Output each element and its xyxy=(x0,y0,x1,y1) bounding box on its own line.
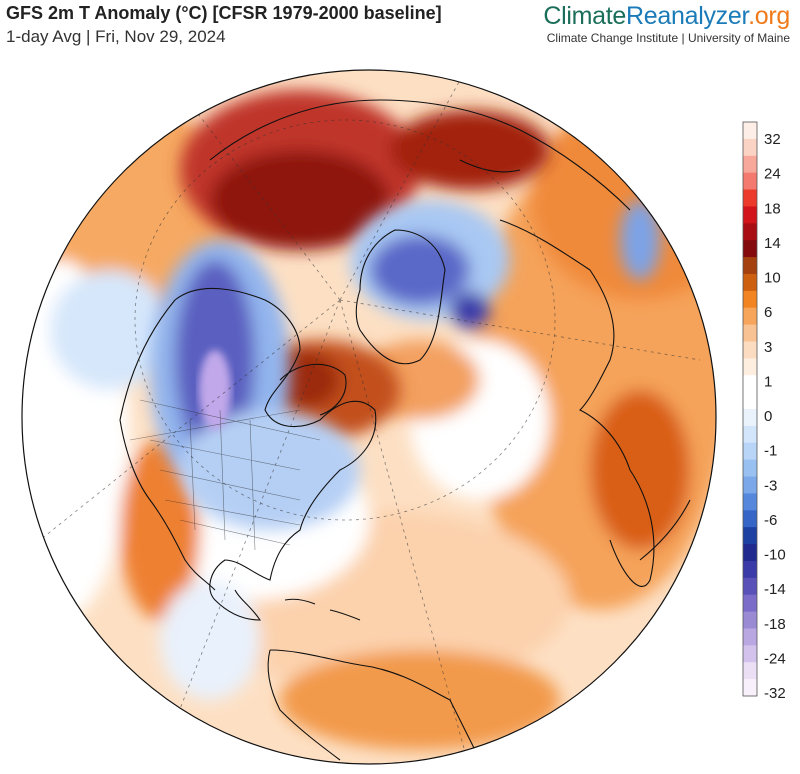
legend-tick-label: 0 xyxy=(764,408,772,425)
brand-block[interactable]: ClimateReanalyzer.org Climate Change Ins… xyxy=(543,2,790,45)
legend-swatch xyxy=(743,189,757,207)
legend-tick-label: 6 xyxy=(764,304,772,321)
chart-title: GFS 2m T Anomaly (°C) [CFSR 1979-2000 ba… xyxy=(6,3,442,23)
brand-part-climate: Climate xyxy=(543,2,627,30)
legend-swatch xyxy=(743,442,757,461)
legend-tick-label: 24 xyxy=(764,166,781,183)
globe-outline xyxy=(21,69,717,765)
legend-tick-label: -18 xyxy=(764,616,786,633)
legend-swatch xyxy=(743,544,757,562)
legend-swatch xyxy=(743,324,757,342)
legend-swatch xyxy=(743,510,757,528)
chart-subtitle: 1-day Avg | Fri, Nov 29, 2024 xyxy=(6,27,226,46)
legend-swatch xyxy=(743,122,757,140)
legend-tick-label: 10 xyxy=(764,270,781,287)
legend-swatch xyxy=(743,223,757,241)
legend-tick-label: -6 xyxy=(764,512,777,529)
legend-swatch xyxy=(743,611,757,629)
legend-tick-label: -1 xyxy=(764,443,777,460)
legend-swatch xyxy=(743,679,757,697)
legend-tick-label: -3 xyxy=(764,477,777,494)
legend-swatch xyxy=(743,577,757,596)
legend-tick-label: 1 xyxy=(764,373,772,390)
legend-swatch xyxy=(743,307,757,326)
legend-swatch xyxy=(743,273,757,292)
legend-tick-label: -24 xyxy=(764,650,786,667)
legend-swatch xyxy=(743,476,757,494)
legend-tick-label: 14 xyxy=(764,235,781,252)
legend-swatch xyxy=(743,645,757,663)
legend-color-bar xyxy=(742,121,758,697)
brand-part-reanalyzer: Reanalyzer xyxy=(626,2,749,30)
legend-swatch xyxy=(743,138,757,157)
legend-tick-label: 18 xyxy=(764,200,781,217)
legend-swatch xyxy=(743,392,757,410)
brand-part-org: .org xyxy=(748,2,790,30)
legend-tick-label: -10 xyxy=(764,547,786,564)
legend-swatch xyxy=(743,409,757,427)
legend-swatch xyxy=(743,527,757,545)
legend-swatch xyxy=(743,493,757,511)
legend-swatch xyxy=(743,172,757,191)
legend-swatch xyxy=(743,662,757,680)
legend-swatch xyxy=(743,560,757,579)
legend-swatch xyxy=(743,290,757,309)
legend-swatch xyxy=(743,155,757,174)
coastlines xyxy=(119,99,691,761)
legend-swatch xyxy=(743,206,757,224)
legend-swatch xyxy=(743,628,757,646)
legend-tick-label: -32 xyxy=(764,685,786,700)
legend-swatch xyxy=(743,240,757,258)
legend-tick-label: 32 xyxy=(764,131,781,148)
legend-tick-label: -14 xyxy=(764,581,786,598)
legend-swatch xyxy=(743,341,757,359)
legend-swatch xyxy=(743,425,757,444)
legend-swatch xyxy=(743,257,757,275)
brand-logo[interactable]: ClimateReanalyzer.org xyxy=(543,2,790,31)
graticule xyxy=(39,79,701,764)
brand-tagline: Climate Change Institute | University of… xyxy=(546,31,790,45)
legend-tick-label: 3 xyxy=(764,339,772,356)
legend-swatch xyxy=(743,358,757,376)
legend-swatch xyxy=(743,375,757,393)
legend-swatch xyxy=(743,594,757,613)
legend-frame xyxy=(742,121,758,697)
legend-swatch xyxy=(743,459,757,478)
globe-fields xyxy=(22,70,716,764)
